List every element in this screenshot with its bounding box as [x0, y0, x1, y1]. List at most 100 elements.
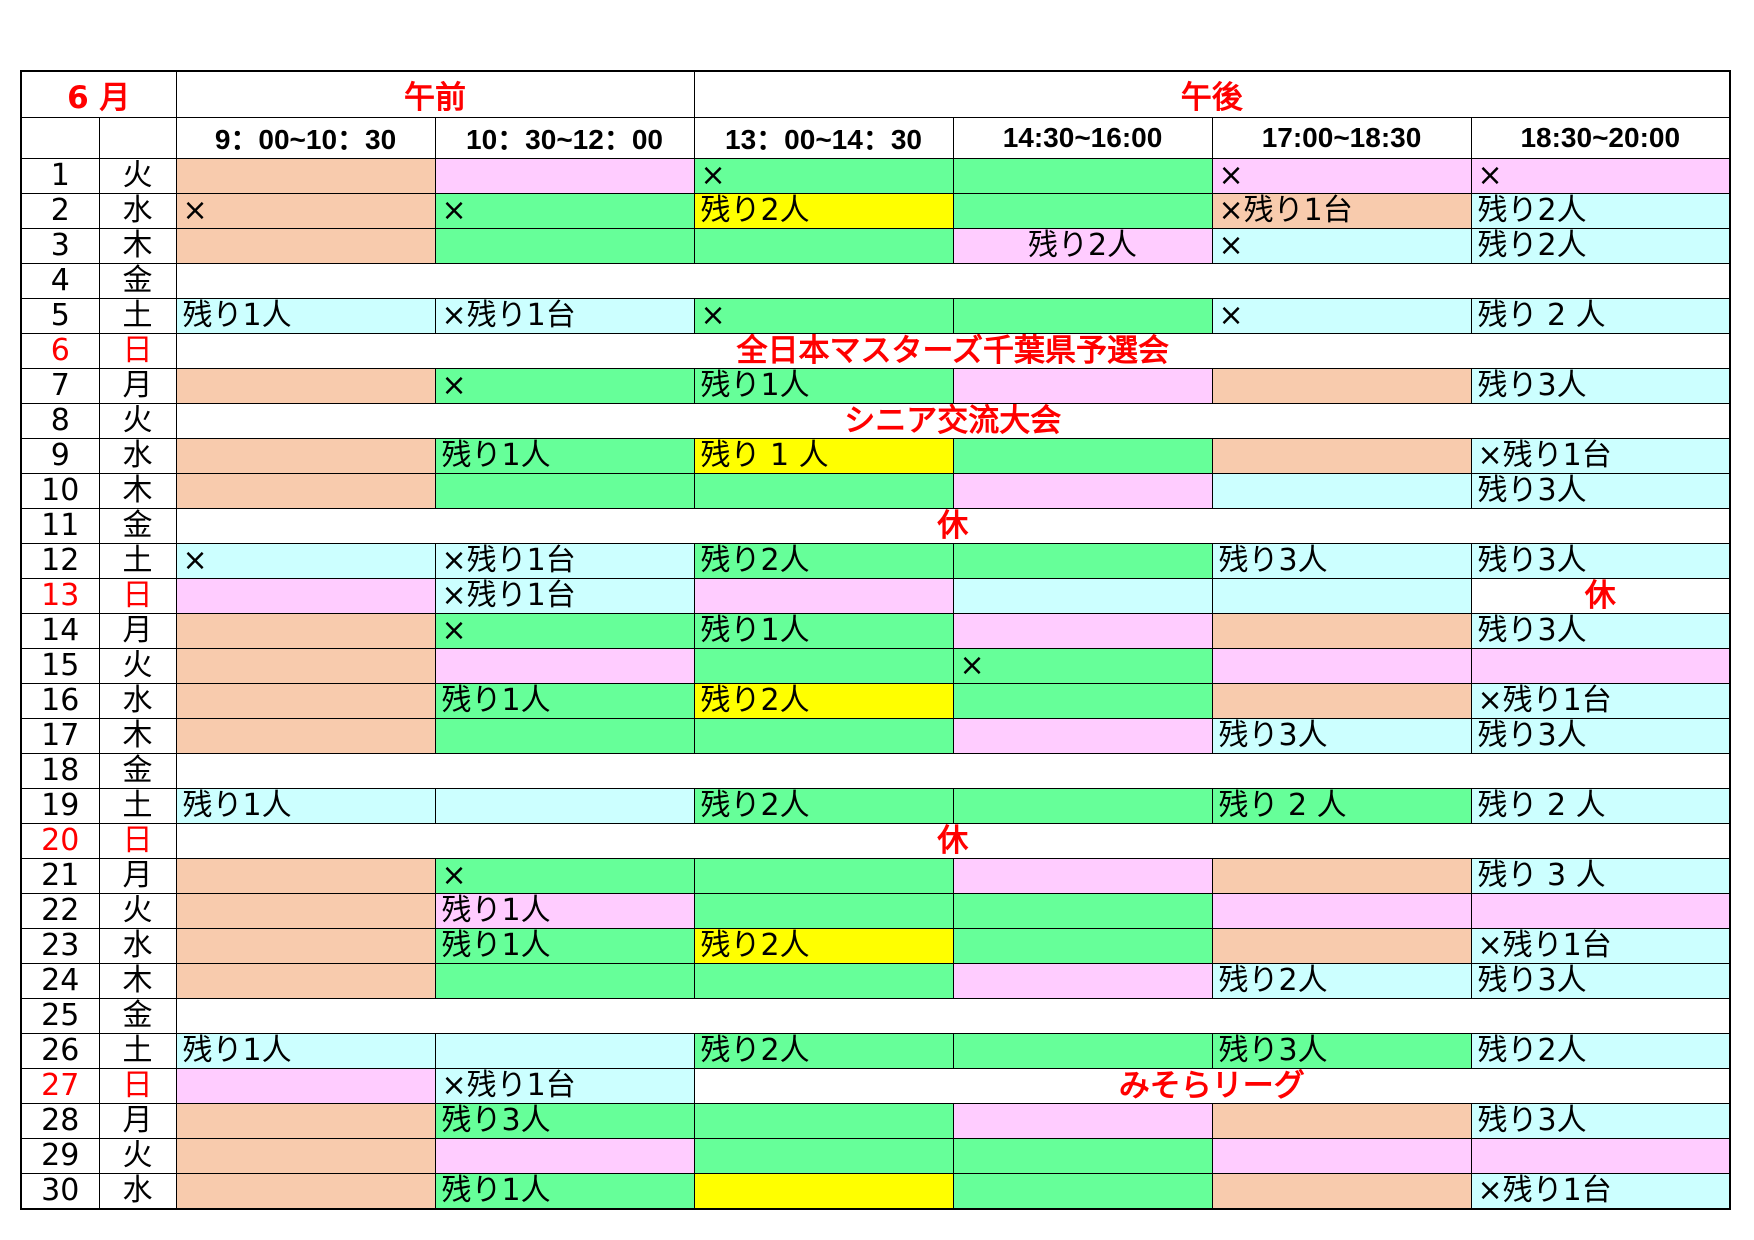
- weekday: 月: [98, 613, 177, 649]
- slot-cell: ×: [1211, 158, 1472, 194]
- slot-cell: [1211, 893, 1472, 929]
- slot-cell: [434, 963, 695, 999]
- slot-cell: [1211, 1103, 1472, 1139]
- slot-cell: [175, 473, 436, 509]
- day-row: 28 月 残り3人 残り3人: [20, 1103, 1731, 1139]
- day-row: 14 月 × 残り1人 残り3人: [20, 613, 1731, 649]
- slot-cell: 残り1人: [693, 368, 954, 404]
- day-row: 17 木 残り3人 残り3人: [20, 718, 1731, 754]
- day-row: 8 火シニア交流大会: [20, 403, 1731, 439]
- day-row: 11 金休: [20, 508, 1731, 544]
- slot-cell: [1211, 1173, 1472, 1210]
- slot-cell: 残り 3 人: [1470, 858, 1731, 894]
- slot-cell: [175, 578, 436, 614]
- slot-cell: 残り3人: [1470, 963, 1731, 999]
- slot-cell: [175, 998, 1731, 1034]
- slot-cell: [175, 263, 1731, 299]
- slot-cell: [175, 928, 436, 964]
- slot-cell: ×: [693, 298, 954, 334]
- day-row: 1 火 × × ×: [20, 158, 1731, 194]
- time-slot-header-row: 9：00~10：30 10：30~12：00 13：00~14：30 14:30…: [20, 117, 1731, 159]
- day-row: 10 木 残り3人: [20, 473, 1731, 509]
- slot-cell: ×: [434, 613, 695, 649]
- day-number: 11: [20, 508, 100, 544]
- slot-cell: [952, 578, 1213, 614]
- slot-cell: 残り3人: [1470, 473, 1731, 509]
- day-number: 5: [20, 298, 100, 334]
- day-number-header: [20, 117, 100, 159]
- morning-label: 午前: [175, 70, 695, 118]
- day-row: 20 日休: [20, 823, 1731, 859]
- weekday: 火: [98, 893, 177, 929]
- slot-cell: 残り3人: [1470, 718, 1731, 754]
- slot-cell: 残り 1 人: [693, 438, 954, 474]
- day-number: 1: [20, 158, 100, 194]
- day-number: 3: [20, 228, 100, 264]
- slot-cell: [1470, 648, 1731, 684]
- slot-cell: ×: [434, 193, 695, 229]
- slot-cell: [693, 578, 954, 614]
- weekday: 木: [98, 718, 177, 754]
- event-notice-cell: みそらリーグ: [693, 1068, 1731, 1104]
- slot-cell: 残り2人: [693, 543, 954, 579]
- day-number: 22: [20, 893, 100, 929]
- slot-cell: 残り2人: [952, 228, 1213, 264]
- slot-cell: [175, 438, 436, 474]
- weekday: 水: [98, 1173, 177, 1210]
- slot-cell: 残り2人: [693, 788, 954, 824]
- slot-cell: 残り2人: [693, 928, 954, 964]
- day-number: 19: [20, 788, 100, 824]
- slot-cell: 残り2人: [1211, 963, 1472, 999]
- slot-cell: [175, 718, 436, 754]
- slot-cell: ×残り1台: [1470, 438, 1731, 474]
- slot-cell: ×: [434, 368, 695, 404]
- day-number: 17: [20, 718, 100, 754]
- slot-cell: [1470, 1138, 1731, 1174]
- weekday: 金: [98, 998, 177, 1034]
- slot-cell: [175, 368, 436, 404]
- event-notice-cell: シニア交流大会: [175, 403, 1731, 439]
- slot-cell: [175, 1173, 436, 1210]
- slot-cell: 残り3人: [1470, 613, 1731, 649]
- day-row: 26 土残り1人 残り2人 残り3人 残り2人: [20, 1033, 1731, 1069]
- day-number: 23: [20, 928, 100, 964]
- slot-cell: 残り3人: [434, 1103, 695, 1139]
- slot-cell: [693, 893, 954, 929]
- day-row: 9 水 残り1人 残り 1 人 ×残り1台: [20, 438, 1731, 474]
- slot-cell: 残り1人: [434, 928, 695, 964]
- day-row: 7 月 × 残り1人 残り3人: [20, 368, 1731, 404]
- slot-cell: [952, 1138, 1213, 1174]
- slot-cell: ×: [693, 158, 954, 194]
- slot-cell: [1211, 613, 1472, 649]
- slot-cell: ×: [175, 193, 436, 229]
- slot-cell: [175, 1103, 436, 1139]
- day-number: 30: [20, 1173, 100, 1210]
- day-number: 10: [20, 473, 100, 509]
- slot-cell: [175, 613, 436, 649]
- slot-cell: 残り1人: [434, 438, 695, 474]
- slot-cell: ×: [434, 858, 695, 894]
- slot-cell: ×残り1台: [1470, 683, 1731, 719]
- slot-cell: 残り2人: [1470, 228, 1731, 264]
- day-number: 4: [20, 263, 100, 299]
- day-number: 29: [20, 1138, 100, 1174]
- day-number: 13: [20, 578, 100, 614]
- time-slot-header: 17:00~18:30: [1211, 117, 1472, 159]
- slot-cell: [1211, 578, 1472, 614]
- slot-cell: [175, 963, 436, 999]
- weekday: 金: [98, 508, 177, 544]
- day-number: 21: [20, 858, 100, 894]
- slot-cell: 残り 2 人: [1211, 788, 1472, 824]
- day-number: 25: [20, 998, 100, 1034]
- slot-cell: [952, 158, 1213, 194]
- event-notice-cell: 全日本マスターズ千葉県予選会: [175, 333, 1731, 369]
- slot-cell: 残り2人: [693, 1033, 954, 1069]
- slot-cell: [952, 613, 1213, 649]
- time-slot-header: 9：00~10：30: [175, 117, 436, 159]
- slot-cell: 残り2人: [693, 193, 954, 229]
- event-notice-cell: 休: [175, 823, 1731, 859]
- day-row: 29 火: [20, 1138, 1731, 1174]
- slot-cell: [693, 858, 954, 894]
- schedule-body: 1 火 × × × 2 水 × × 残り2人 ×残り1台 残り2人 3 木残り2人 × 残り2人 4 金 5 土残り1…: [20, 158, 1731, 1210]
- slot-cell: [434, 228, 695, 264]
